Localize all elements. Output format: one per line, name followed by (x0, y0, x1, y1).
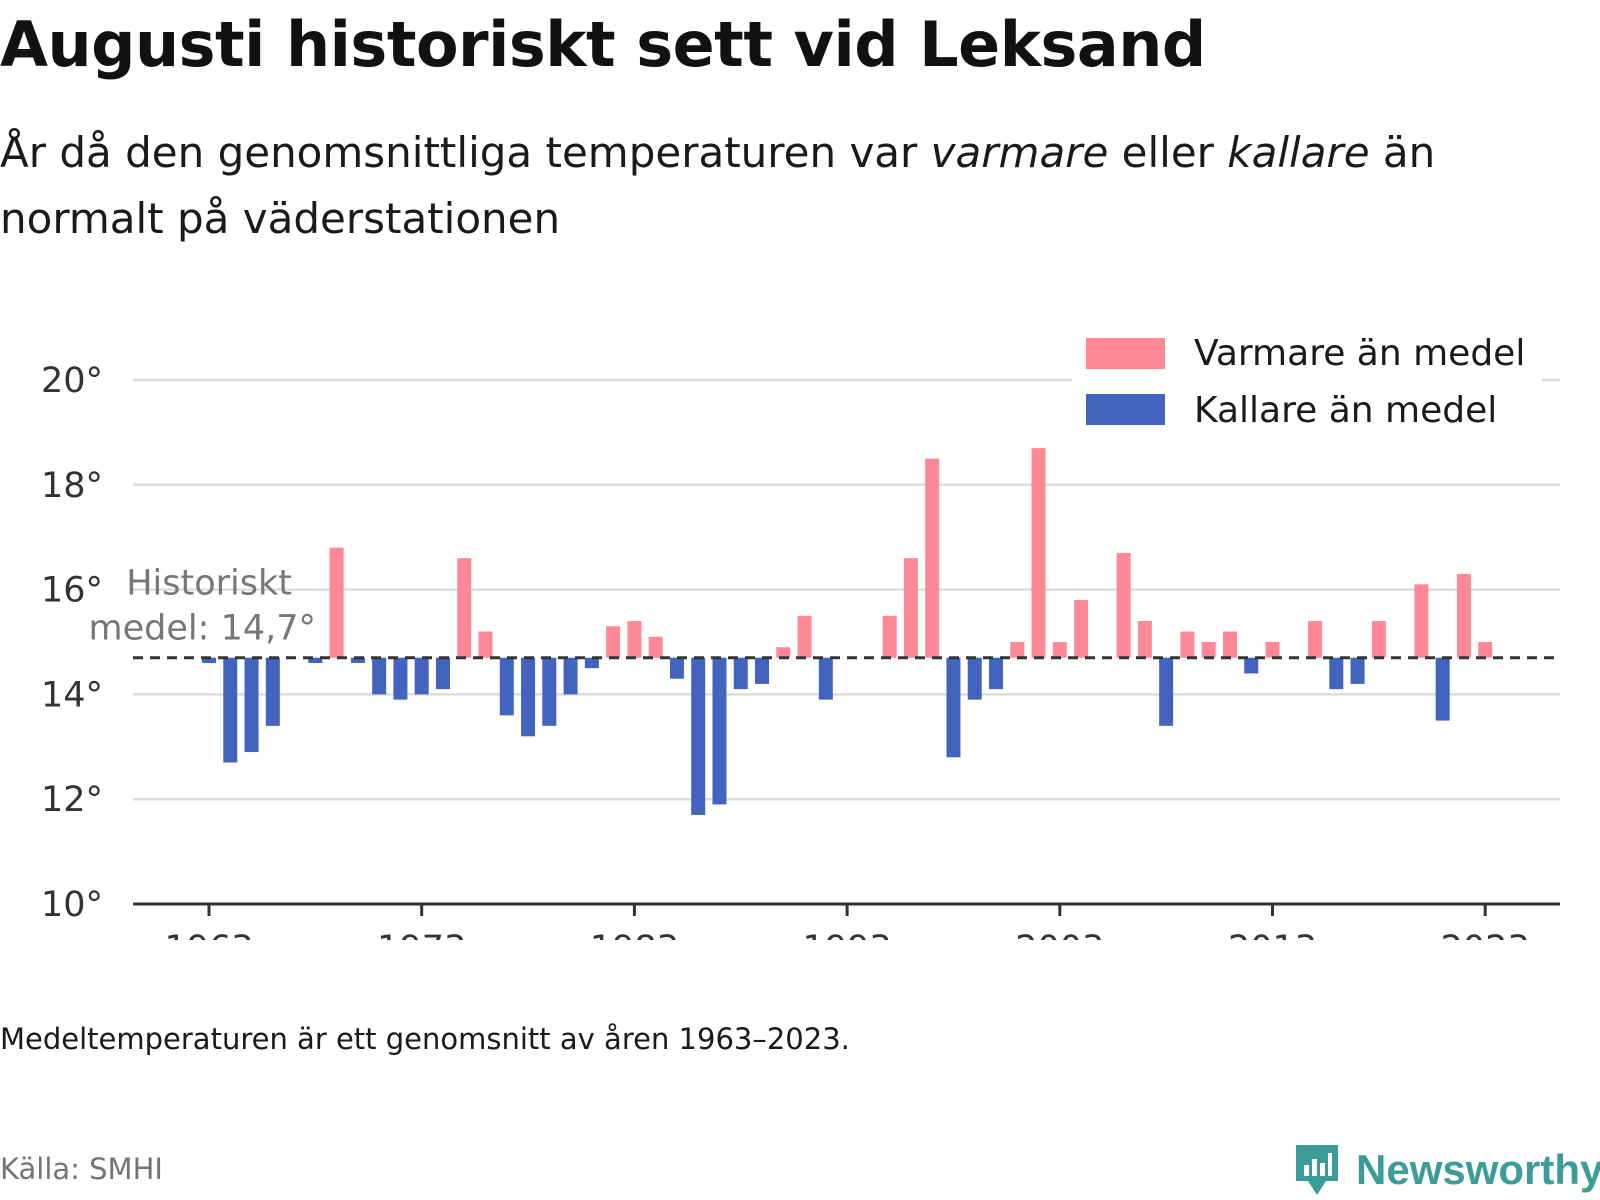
bar-warm (1010, 642, 1025, 658)
bar-cold (946, 657, 961, 758)
bar-warm (1371, 621, 1386, 658)
bar-cold (1244, 657, 1259, 674)
y-tick-label: 14° (41, 675, 103, 715)
bar-warm (1031, 448, 1046, 658)
bar-cold (499, 657, 514, 716)
bar-warm (329, 547, 344, 658)
bar-warm (1456, 573, 1471, 658)
bar-warm (627, 621, 642, 658)
source-credit: Källa: SMHI (0, 1152, 163, 1186)
bar-cold (308, 657, 323, 663)
footnote: Medeltemperaturen är ett genomsnitt av å… (0, 1022, 850, 1056)
legend-warm-swatch (1086, 338, 1165, 369)
bar-cold (691, 657, 706, 815)
bar-cold (521, 657, 536, 737)
newsworthy-logo-icon (1296, 1145, 1338, 1195)
bar-cold (733, 657, 748, 690)
gridlines (133, 378, 1560, 801)
legend-warm-label: Varmare än medel (1194, 333, 1525, 374)
bar-warm (1137, 621, 1152, 658)
bar-cold (542, 657, 557, 726)
x-tick-label: 2013 (1228, 929, 1317, 940)
bar-cold (265, 657, 280, 726)
x-tick-label: 1983 (590, 929, 679, 940)
legend: Varmare än medel Kallare än medel (1072, 310, 1542, 431)
bar-warm (1478, 642, 1493, 658)
bar-warm (1074, 600, 1089, 658)
bar-cold (372, 657, 387, 695)
brand-logo: Newsworthy (1292, 1140, 1600, 1200)
bar-cold (712, 657, 727, 805)
legend-cold-label: Kallare än medel (1194, 390, 1497, 431)
bar-cold (584, 657, 599, 669)
bar-cold (414, 657, 429, 695)
bar-warm (797, 615, 812, 658)
bar-warm (1180, 631, 1195, 658)
x-tick-label: 1963 (164, 929, 253, 940)
bar-warm (606, 626, 621, 658)
subtitle-cold-word: kallare (1227, 128, 1370, 177)
x-tick-label: 2023 (1441, 929, 1530, 940)
bar-warm (1265, 642, 1280, 658)
subtitle-text: År då den genomsnittliga temperaturen va… (0, 128, 931, 177)
legend-cold-swatch (1086, 394, 1165, 425)
bars (202, 448, 1493, 815)
mean-label-line2: medel: 14,7° (89, 609, 316, 649)
x-tick-label: 2003 (1015, 929, 1104, 940)
bar-cold (435, 657, 450, 690)
bar-chart: 10° 12° 14° 16° 18° 20° 1963 1973 1983 1993 2003 2… (41, 310, 1560, 940)
bar-cold (563, 657, 578, 695)
bar-warm (478, 631, 493, 658)
y-tick-label: 20° (41, 361, 103, 401)
y-tick-label: 12° (41, 780, 103, 820)
x-tick-label: 1973 (377, 929, 466, 940)
y-axis-ticks: 10° 12° 14° 16° 18° 20° (41, 361, 103, 925)
bar-cold (1435, 657, 1450, 721)
mean-label-line1: Historiskt (126, 564, 292, 604)
y-tick-label: 10° (41, 885, 103, 925)
bar-cold (393, 657, 408, 700)
bar-warm (1222, 631, 1237, 658)
brand-name: Newsworthy (1356, 1146, 1600, 1193)
bar-warm (1052, 642, 1067, 658)
bar-cold (755, 657, 770, 684)
bar-cold (818, 657, 833, 700)
bar-warm (457, 558, 472, 658)
mean-reference: Historiskt medel: 14,7° (89, 564, 1560, 660)
x-axis: 1963 1973 1983 1993 2003 2013 2023 (133, 902, 1560, 940)
subtitle-text: än normalt på väderstationen (0, 128, 1436, 243)
bar-warm (1414, 584, 1429, 658)
x-tick-label: 1993 (803, 929, 892, 940)
bar-warm (903, 558, 918, 658)
bar-cold (350, 657, 365, 663)
bar-cold (1159, 657, 1174, 726)
bar-cold (967, 657, 982, 700)
bar-cold (244, 657, 259, 753)
bar-warm (1116, 552, 1131, 658)
y-tick-label: 18° (41, 466, 103, 506)
bar-cold (223, 657, 238, 763)
bar-cold (1329, 657, 1344, 690)
subtitle-warm-word: varmare (930, 128, 1109, 177)
bar-cold (202, 657, 216, 663)
bar-cold (669, 657, 684, 679)
bar-warm (882, 615, 897, 658)
y-tick-label: 16° (41, 571, 103, 611)
bar-warm (1201, 642, 1216, 658)
bar-cold (988, 657, 1003, 690)
chart-subtitle: År då den genomsnittliga temperaturen va… (0, 120, 1560, 252)
bar-warm (648, 636, 663, 658)
chart-title: Augusti historiskt sett vid Leksand (0, 8, 1206, 81)
subtitle-text: eller (1108, 128, 1228, 177)
bar-warm (1308, 621, 1323, 658)
bar-cold (1350, 657, 1365, 684)
bar-warm (776, 647, 791, 658)
bar-warm (925, 458, 940, 658)
